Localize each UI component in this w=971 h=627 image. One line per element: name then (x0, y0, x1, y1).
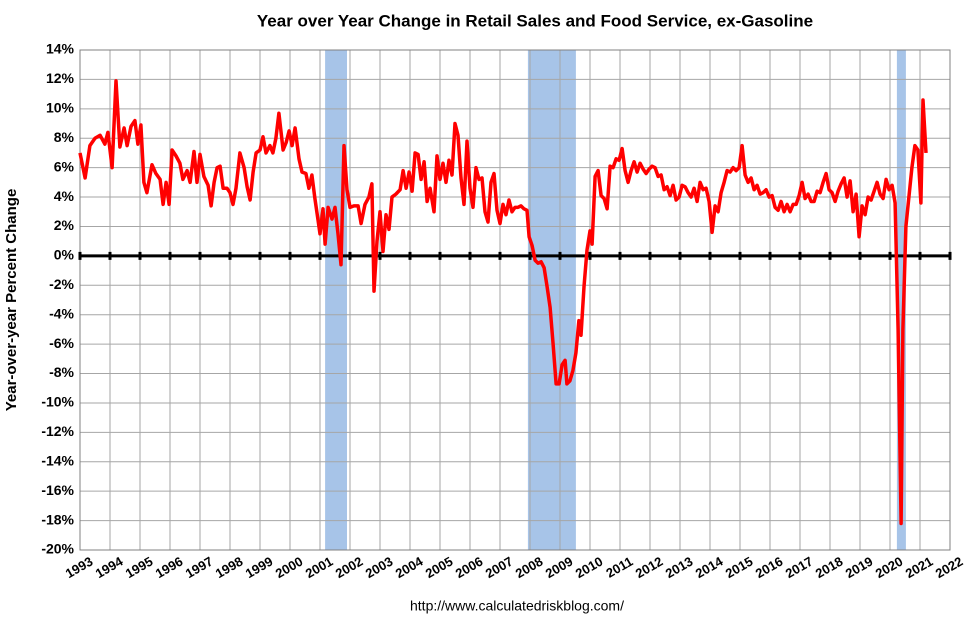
y-tick-label: -6% (49, 335, 74, 351)
x-tick-label: 2013 (663, 554, 696, 581)
y-tick-label: -12% (41, 423, 74, 439)
plot-border (79, 49, 951, 551)
y-tick-label: 10% (46, 100, 75, 116)
x-tick-label: 1999 (243, 554, 276, 581)
recession-band (527, 50, 576, 550)
x-tick-label: 2010 (573, 554, 606, 581)
x-tick-label: 1996 (153, 554, 186, 581)
x-tick-label: 2002 (333, 554, 366, 581)
chart-title: Year over Year Change in Retail Sales an… (257, 11, 813, 30)
x-tick-label: 1993 (63, 554, 96, 581)
x-tick-label: 2017 (783, 554, 816, 581)
x-tick-label: 2020 (873, 554, 906, 581)
y-tick-label: 8% (54, 129, 75, 145)
x-tick-label: 1998 (213, 554, 246, 581)
data-line (78, 79, 928, 526)
x-tick-label: 2006 (453, 554, 486, 581)
y-tick-label: -18% (41, 511, 74, 527)
y-tick-label: 12% (46, 70, 75, 86)
source: http://www.calculatedriskblog.com/ (410, 598, 624, 614)
x-tick-label: 2007 (483, 554, 516, 581)
y-tick-label: -14% (41, 452, 74, 468)
x-tick-label: 2012 (633, 554, 666, 581)
y-tick-label: 0% (54, 247, 75, 263)
x-tick-label: 2005 (423, 554, 456, 581)
x-tick-label: 1994 (93, 553, 126, 581)
x-tick-label: 2014 (693, 553, 726, 581)
x-tick-label: 2009 (543, 554, 576, 581)
x-tick-label: 2022 (933, 554, 966, 581)
x-tick-label: 2008 (513, 554, 546, 581)
y-tick-label: -4% (49, 305, 74, 321)
x-tick-label: 1997 (183, 554, 216, 581)
y-tick-label: -2% (49, 276, 74, 292)
y-axis-label: Year-over-year Percent Change (3, 189, 20, 412)
x-tick-label: 2016 (753, 554, 786, 581)
x-tick-label: 2003 (363, 554, 396, 581)
x-tick-label: 2019 (843, 554, 876, 581)
x-tick-label: 1995 (123, 554, 156, 581)
x-tick-label: 2000 (273, 554, 306, 581)
y-tick-label: -16% (41, 482, 74, 498)
y-tick-label: 4% (54, 188, 75, 204)
x-tick-label: 2018 (813, 554, 846, 581)
y-tick-label: -20% (41, 541, 74, 557)
y-tick-label: 14% (46, 41, 75, 57)
y-tick-label: 2% (54, 217, 75, 233)
x-tick-label: 2021 (903, 554, 936, 581)
y-tick-label: 6% (54, 158, 75, 174)
x-tick-label: 2015 (723, 554, 756, 581)
x-tick-label: 2011 (603, 554, 635, 581)
recession-band (325, 50, 347, 550)
x-tick-label: 2001 (303, 554, 336, 581)
y-tick-label: -8% (49, 364, 74, 380)
x-tick-label: 2004 (393, 553, 426, 581)
y-tick-label: -10% (41, 394, 74, 410)
recession-band (896, 50, 906, 550)
